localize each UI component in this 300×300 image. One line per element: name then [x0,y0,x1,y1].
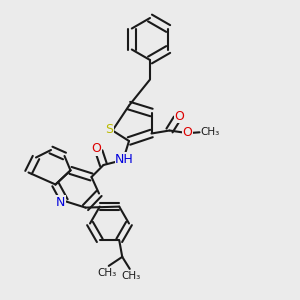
Text: O: O [183,126,192,140]
Text: S: S [105,122,113,136]
Text: N: N [56,196,65,209]
Text: NH: NH [115,153,134,166]
Text: CH₃: CH₃ [98,268,117,278]
Text: CH₃: CH₃ [201,127,220,137]
Text: O: O [175,110,184,123]
Text: O: O [91,142,101,155]
Text: CH₃: CH₃ [122,271,141,281]
